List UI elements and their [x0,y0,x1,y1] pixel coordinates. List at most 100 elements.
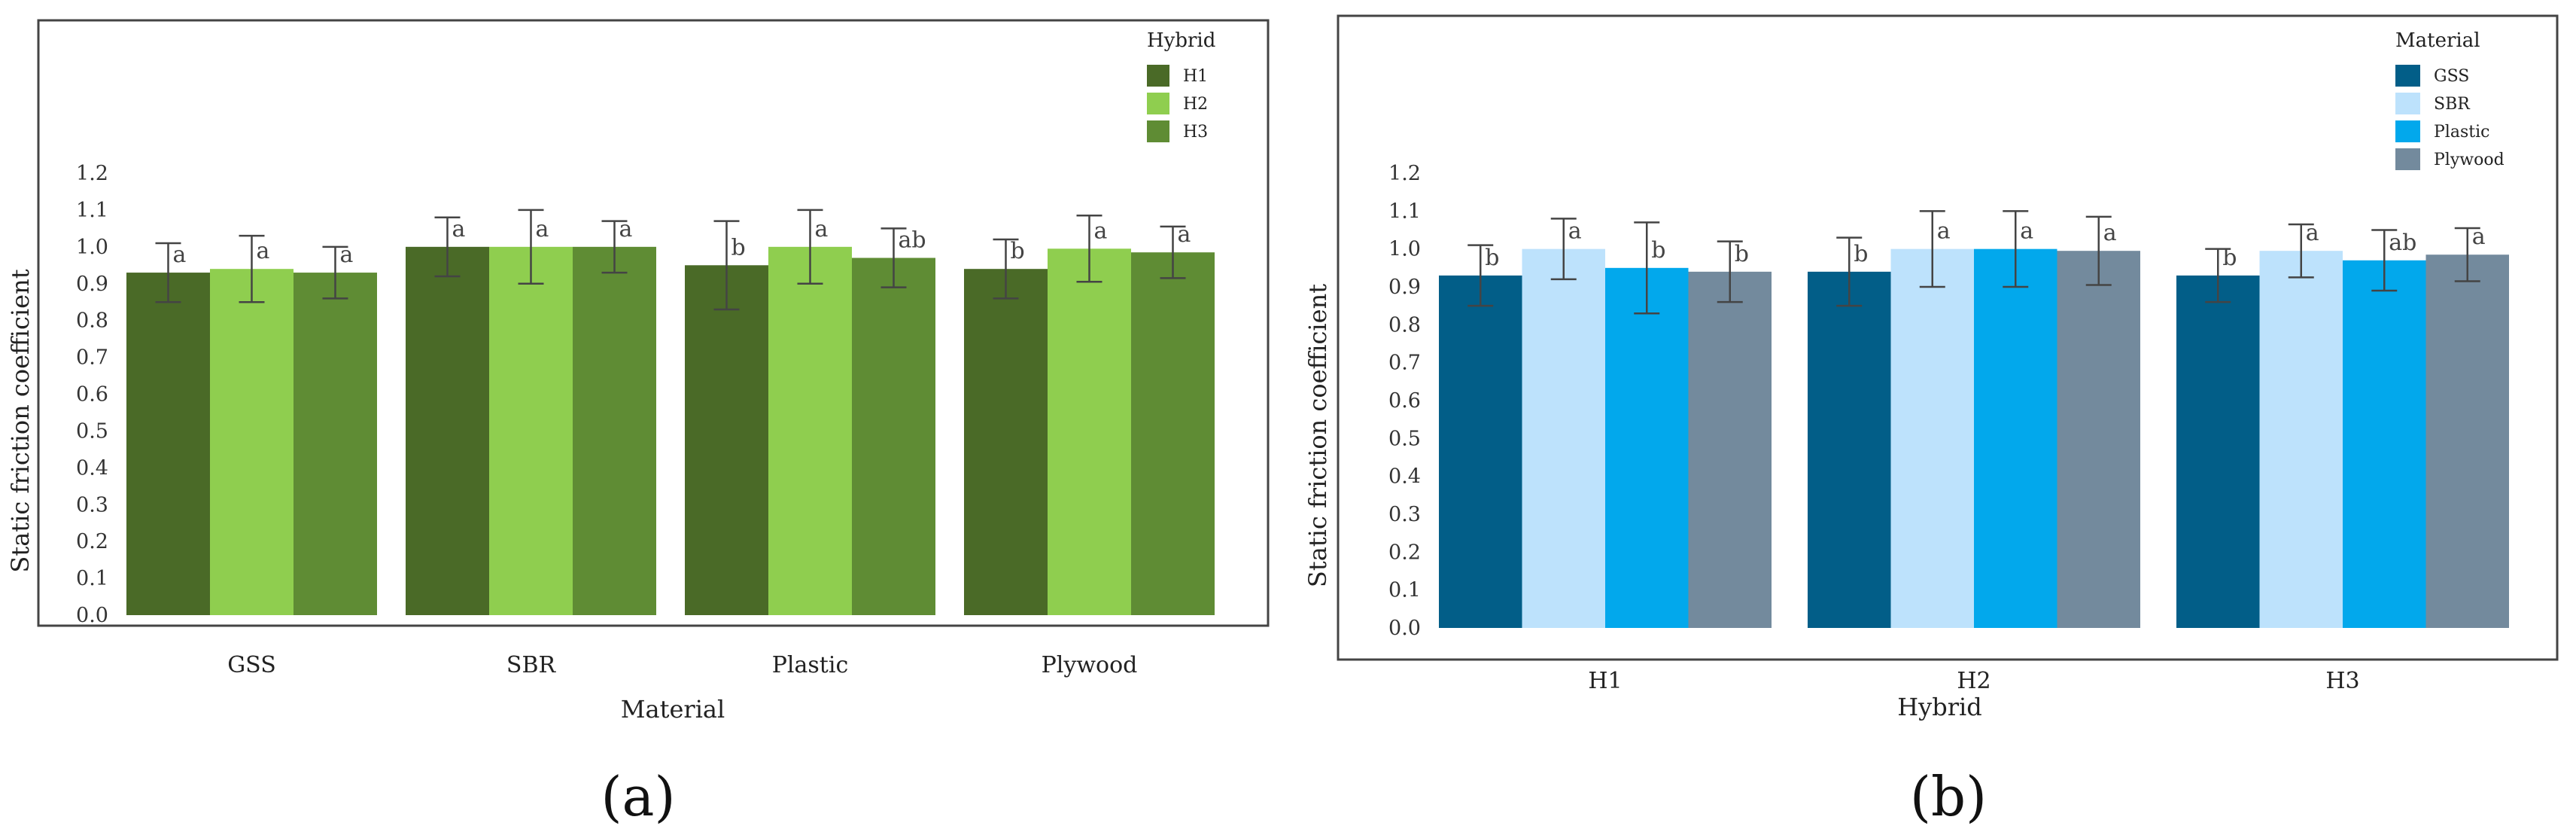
bar-sbr-h1 [1522,248,1605,628]
y-tick-label: 0.4 [1388,465,1421,489]
significance-letter: ab [899,227,926,254]
x-tick-label: Plywood [1042,652,1138,678]
significance-letter: b [731,234,746,261]
y-tick-label: 0.4 [76,456,108,480]
x-tick-label: SBR [506,652,557,678]
significance-letter: b [2222,245,2237,271]
bar-gss-h2 [1808,271,1891,628]
legend-label-plywood: Plywood [2434,151,2505,169]
bar-plywood-h1 [1688,271,1772,628]
bar-plywood-h2 [2057,251,2140,628]
legend-label-gss: GSS [2434,67,2469,86]
y-tick-label: 0.8 [1388,313,1421,337]
x-axis-title: Material [621,695,725,724]
panel-label: (b) [1910,765,1987,828]
bar-h1-gss [126,273,210,615]
bar-h1-plastic [685,265,768,615]
bar-h2-plastic [768,246,852,615]
significance-letter: b [1651,237,1665,264]
legend-title: Material [2395,29,2480,52]
x-tick-label: Plastic [772,652,849,678]
y-tick-label: 1.0 [76,236,108,259]
significance-letter: a [340,242,354,268]
y-axis-title: Static friction coefficient [1303,284,1332,587]
bar-h2-gss [210,269,293,615]
legend-swatch-h3 [1147,120,1169,142]
bar-plastic-h3 [2343,260,2426,628]
significance-letter: b [1735,241,1749,267]
significance-letter: b [1854,241,1868,267]
y-tick-label: 0.6 [76,383,108,407]
legend-swatch-h2 [1147,93,1169,114]
y-tick-label: 0.9 [76,273,108,296]
y-tick-label: 0.7 [1388,352,1421,375]
y-tick-label: 0.3 [1388,503,1421,526]
legend-swatch-h1 [1147,65,1169,87]
bar-h2-sbr [489,246,573,615]
y-tick-label: 0.7 [76,346,108,370]
significance-letter: a [2306,220,2319,246]
y-tick-label: 0.5 [76,419,108,443]
legend-swatch-plywood [2395,148,2420,170]
x-tick-label: H1 [1588,668,1622,694]
bar-gss-h3 [2176,275,2260,628]
y-tick-label: 0.6 [1388,389,1421,413]
significance-letter: a [1094,218,1108,244]
y-tick-label: 0.2 [1388,541,1421,564]
significance-letter: a [2472,224,2486,250]
bar-plastic-h1 [1605,267,1689,628]
y-axis-title: Static friction coefficient [6,269,35,572]
bar-plastic-h2 [1974,248,2057,628]
y-tick-label: 0.0 [1388,617,1421,640]
bar-h2-plywood [1048,248,1131,615]
bar-plywood-h3 [2425,254,2509,628]
x-tick-label: H3 [2325,668,2359,694]
legend-label-h1: H1 [1183,67,1208,86]
y-tick-label: 0.1 [76,567,108,590]
bar-sbr-h3 [2259,251,2343,628]
bar-h1-plywood [964,269,1048,615]
legend-label-sbr: SBR [2434,95,2471,114]
legend: Hybrid H1 H2 H3 [1147,29,1215,142]
chart-panel-b: 0.0 0.1 0.2 0.3 0.4 0.5 0.6 0.7 0.8 0.9 1.0 1.1 1.2 S… [1303,14,2559,828]
significance-letter: a [1178,221,1191,248]
y-tick-label: 0.2 [76,530,108,553]
legend-swatch-gss [2395,65,2420,87]
significance-letter: a [452,216,466,242]
legend-label-h3: H3 [1183,123,1208,142]
y-tick-label: 0.1 [1388,579,1421,602]
legend-swatch-sbr [2395,93,2420,114]
bar-h3-gss [293,273,377,615]
chart-panel-a: 0.0 0.1 0.2 0.3 0.4 0.5 0.6 0.7 0.8 0.9 1.0 1.1 1.2 S… [6,19,1270,828]
legend-swatch-plastic [2395,120,2420,142]
y-tick-label: 0.8 [76,309,108,333]
x-tick-label: H2 [1957,668,1991,694]
y-tick-label: 1.2 [1388,162,1421,185]
y-tick-label: 0.3 [76,493,108,517]
bar-h3-sbr [573,246,656,615]
y-tick-label: 0.5 [1388,427,1421,450]
bar-gss-h1 [1439,275,1522,628]
bar-sbr-h2 [1890,248,1974,628]
significance-letter: ab [2389,230,2416,256]
panel-label: (a) [601,765,675,828]
legend-title: Hybrid [1147,29,1215,52]
significance-letter: a [2103,220,2117,246]
bar-h1-sbr [406,246,489,615]
y-tick-label: 0.0 [76,604,108,627]
x-axis-title: Hybrid [1897,693,1981,721]
y-tick-label: 1.0 [1388,238,1421,261]
significance-letter: a [1937,218,1951,245]
significance-letter: b [1485,245,1499,271]
significance-letter: a [619,216,633,242]
bar-h3-plywood [1131,252,1215,615]
y-tick-label: 1.1 [76,199,108,222]
y-tick-label: 1.1 [1388,200,1421,223]
legend-label-h2: H2 [1183,95,1208,114]
significance-letter: a [536,216,549,242]
significance-letter: a [1568,218,1582,245]
y-tick-label: 0.9 [1388,276,1421,299]
legend: Material GSS SBR Plastic Plywood [2395,29,2505,170]
significance-letter: b [1011,238,1025,264]
